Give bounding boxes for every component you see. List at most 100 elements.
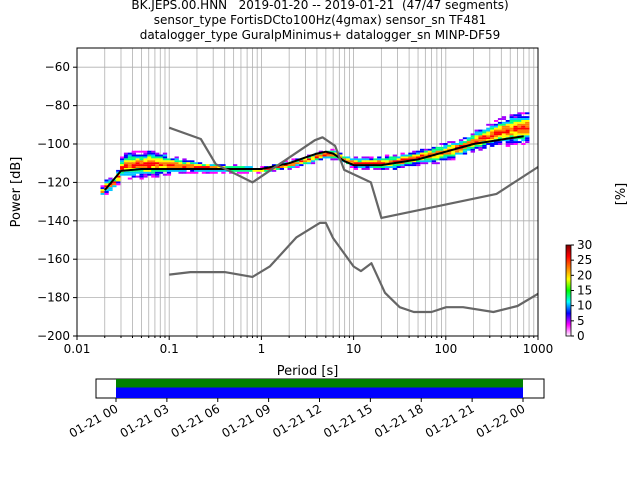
density-cell [486, 129, 491, 132]
density-cell [139, 156, 144, 159]
density-cell [162, 162, 168, 165]
density-cell [501, 129, 507, 132]
density-cell [455, 143, 460, 145]
density-cell [509, 120, 514, 122]
density-cell [201, 171, 207, 174]
density-cell [423, 154, 429, 157]
density-cell [151, 162, 156, 165]
coverage-tick-label: 01-21 15 [321, 401, 375, 440]
density-cell [470, 139, 475, 142]
coverage-tick-label: 01-21 21 [423, 401, 477, 440]
colorbar-tick-label: 15 [577, 284, 592, 298]
density-cell [330, 150, 335, 153]
density-cell [252, 169, 257, 172]
density-cell [104, 181, 109, 184]
density-cell [307, 162, 312, 165]
density-cell [517, 114, 522, 117]
density-cell [307, 160, 312, 163]
density-cell [139, 166, 144, 168]
density-cell [509, 135, 514, 138]
density-cell [143, 152, 148, 155]
density-cell [482, 146, 487, 149]
density-cell [451, 156, 456, 159]
density-cell [174, 164, 179, 167]
density-cell [158, 169, 164, 172]
density-cell [478, 133, 483, 136]
density-cell [100, 192, 105, 195]
density-cell [497, 125, 503, 128]
density-cell [322, 152, 327, 155]
density-cell [162, 160, 168, 163]
density-cell [147, 171, 152, 174]
density-cell [299, 164, 304, 167]
density-cell [419, 158, 425, 161]
density-cell [131, 156, 136, 159]
density-cell [151, 154, 156, 157]
density-cell [431, 148, 436, 151]
density-cell [369, 166, 374, 168]
density-cell [478, 135, 483, 138]
density-cell [155, 160, 160, 163]
coverage-tick-label: 01-21 03 [118, 401, 172, 440]
density-cell [455, 148, 460, 151]
density-cell [310, 160, 316, 163]
density-cell [166, 173, 172, 176]
density-cell [412, 162, 417, 165]
density-cell [127, 177, 133, 180]
density-cell [497, 123, 503, 126]
density-cell [373, 162, 378, 165]
density-cell [349, 160, 355, 163]
density-cell [486, 127, 491, 130]
density-cell [470, 141, 475, 144]
density-cell [404, 154, 409, 157]
density-cell [139, 173, 144, 176]
density-cell [275, 168, 281, 170]
density-cell [166, 166, 172, 168]
density-cell [458, 148, 464, 151]
density-cell [396, 164, 401, 167]
density-cell [182, 164, 187, 167]
density-cell [353, 156, 359, 159]
density-cell [271, 164, 277, 167]
density-cell [135, 175, 140, 178]
density-cell [451, 158, 456, 161]
density-cell [318, 150, 323, 153]
density-cell [474, 146, 479, 149]
density-cell [240, 166, 246, 168]
density-cell [166, 171, 172, 174]
density-cell [345, 160, 351, 163]
density-cell [377, 160, 382, 163]
density-cell [478, 131, 483, 134]
density-cell [116, 183, 121, 186]
density-cell [373, 160, 378, 163]
density-cell [427, 160, 433, 163]
colorbar-tick-label: 20 [577, 268, 592, 282]
density-cell [197, 169, 203, 172]
density-cell [299, 160, 304, 163]
density-cell [392, 160, 398, 163]
density-cell [361, 158, 366, 161]
density-cell [404, 162, 409, 165]
density-cell [494, 127, 499, 130]
density-cell [151, 156, 156, 159]
density-cell [509, 123, 514, 126]
density-cell [513, 141, 518, 144]
density-cell [458, 144, 464, 147]
density-cell [501, 116, 507, 119]
density-cell [178, 169, 183, 172]
density-cell [256, 171, 261, 174]
density-cell [435, 154, 440, 157]
density-cell [248, 169, 253, 172]
density-cell [147, 169, 152, 172]
density-cell [123, 166, 129, 168]
density-cell [151, 173, 156, 176]
density-cell [458, 143, 464, 145]
density-cell [127, 162, 133, 165]
density-cell [470, 144, 475, 147]
density-cell [482, 139, 487, 142]
density-cell [330, 158, 335, 161]
density-cell [186, 166, 191, 168]
density-cell [158, 162, 164, 165]
density-cell [462, 137, 468, 140]
